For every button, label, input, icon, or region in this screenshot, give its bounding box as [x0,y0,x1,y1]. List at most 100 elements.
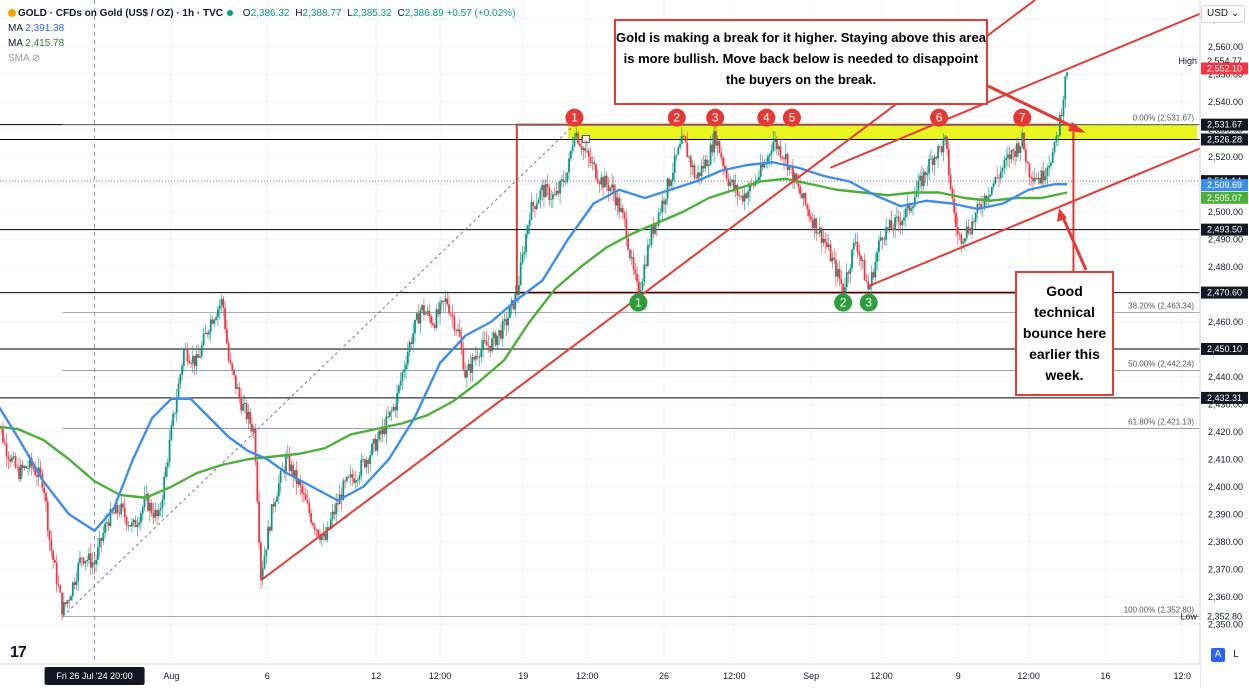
candle-body [1062,99,1065,117]
candle-body [1048,165,1051,168]
candle-body [711,144,714,153]
red-marker-label: 1 [571,111,578,125]
candle-body [303,492,305,495]
price-tag-value: 2,493.50 [1207,225,1242,235]
candle-body [86,559,89,562]
candle-body [18,467,20,480]
hidden-eye-icon[interactable]: ⊘ [31,53,41,64]
tradingview-logo-icon[interactable]: 17 [10,644,27,661]
candle-body [910,208,913,211]
y-tick-label: 2,350.00 [1208,619,1243,629]
candle-body [12,456,15,458]
auto-scale-button[interactable]: A [1211,648,1225,662]
candle-body [845,272,848,288]
candle-body [720,152,723,158]
log-scale-button[interactable]: L [1233,649,1239,660]
ma2-value: 2,415.78 [25,38,65,49]
candle-body [168,439,171,463]
candle-body [268,527,271,531]
candle-body [516,293,518,296]
candle-body [263,555,266,569]
candle-body [229,360,232,364]
candle-body [931,158,934,165]
candle-body [544,183,547,198]
candle-body [442,300,445,302]
time-axis[interactable]: 24Fri 26 Jul '24 20:00Aug61212:001912:00… [0,663,1200,688]
candle-body [206,332,209,335]
candle-body [304,494,307,501]
candle-body [313,525,316,530]
candle-body [172,413,175,426]
y-tick-label: 2,390.00 [1208,509,1243,519]
candle-body [152,513,155,518]
candle-body [940,146,943,153]
candle-body [625,218,628,239]
candle-body [596,178,599,183]
candle-body [842,283,845,293]
candle-body [713,131,716,153]
candle-body [643,264,646,282]
candle-body [1053,141,1056,153]
candle-body [704,159,707,169]
candle-body [897,216,900,222]
sma-row[interactable]: SMA ⊘ [8,51,515,66]
candle-body [324,533,327,540]
market-open-icon [227,10,233,16]
candle-body [381,426,384,435]
candle-body [824,238,827,243]
candle-body [75,580,78,586]
candle-body [1001,168,1004,172]
candle-body [102,532,105,541]
candle-body [743,193,746,202]
candle-body [578,143,581,146]
candle-body [308,503,311,513]
candle-body [806,204,809,210]
crosshair-time-badge [44,667,145,685]
candle-body [840,278,843,284]
candle-body [663,200,665,205]
y-tick-label: 2,480.00 [1208,262,1243,272]
price-tag [1201,179,1248,192]
candle-body [238,387,241,397]
candle-body [557,190,560,194]
candle-body [363,459,366,468]
x-tick-label: 12:00 [723,671,746,681]
candle-body [157,510,160,517]
candle-body [996,177,999,178]
candle-body [826,242,828,248]
candle-body [276,496,278,502]
symbol-row[interactable]: GOLD · CFDs on Gold (US$ / OZ) · 1h · TV… [8,6,515,21]
currency-select[interactable]: USD ⌄ [1201,5,1245,23]
x-tick-label: 12:00 [870,671,893,681]
candle-body [956,226,959,235]
y-tick-label: 2,540.00 [1208,97,1243,107]
candle-body [1057,135,1059,137]
price-tag [1201,118,1248,131]
candle-body [471,357,474,373]
candle-body [77,563,80,581]
candle-body [634,269,637,275]
candle-body [54,560,56,563]
candle-body [292,464,295,478]
ma1-row[interactable]: MA 2,391.38 [8,21,515,36]
candle-body [584,148,587,151]
candle-body [319,535,321,541]
candle-body [722,157,724,166]
candle-body [1008,154,1011,160]
candle-body [763,164,766,168]
candle-body [885,227,888,240]
price-tag [1201,223,1248,236]
candle-body [706,159,708,167]
candle-body [120,503,123,514]
candle-body [908,203,911,211]
candle-body [550,199,553,201]
candle-body [492,332,495,339]
candle-body [369,455,372,464]
x-tick-label: 12:00 [576,671,599,681]
ma2-row[interactable]: MA 2,415.78 [8,36,515,51]
candle-body [240,396,243,411]
x-tick-label: Sep [803,671,819,681]
candle-body [347,476,350,478]
candle-body [661,200,664,213]
candle-body [890,220,893,229]
